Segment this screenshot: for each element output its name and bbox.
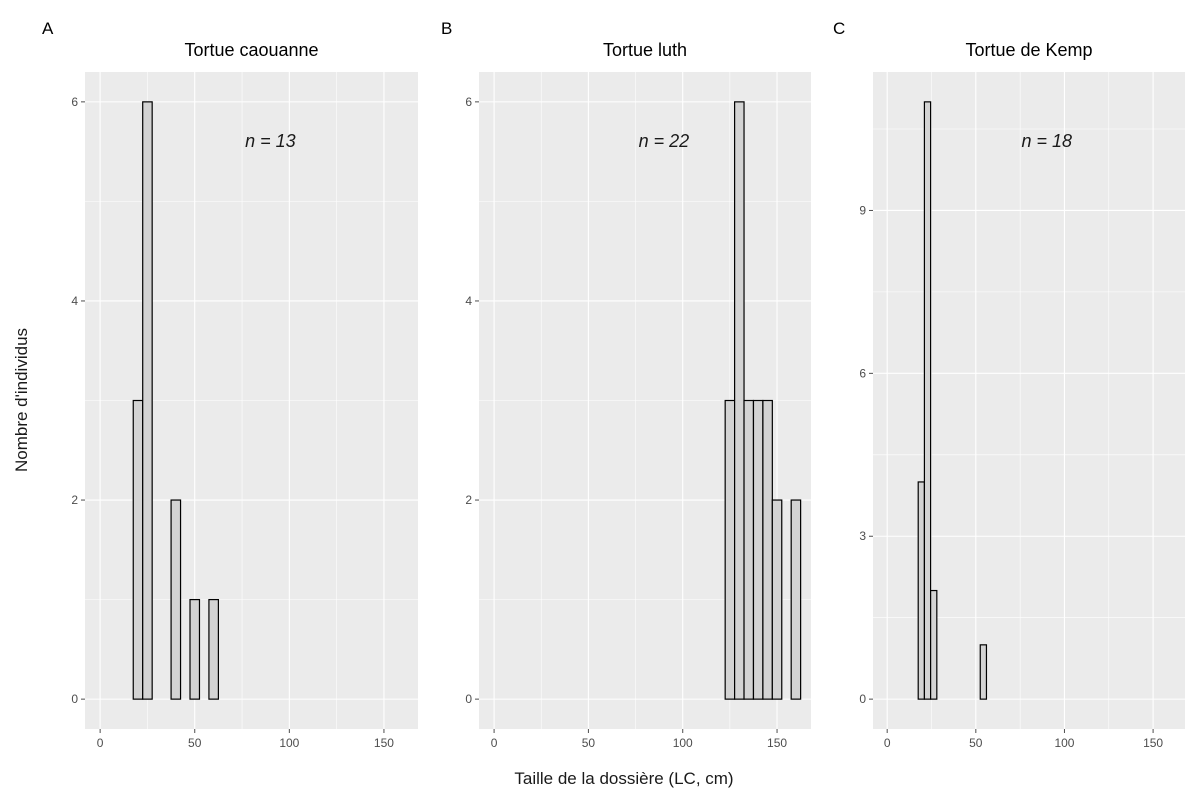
histogram-bar xyxy=(724,399,736,700)
x-axis-title: Taille de la dossière (LC, cm) xyxy=(514,769,733,788)
y-tick-label: 4 xyxy=(465,294,472,308)
y-tick-label: 4 xyxy=(71,294,78,308)
panel-tag: A xyxy=(42,19,54,38)
sample-size-annotation: n = 22 xyxy=(639,131,690,151)
panel-tag: C xyxy=(833,19,845,38)
panel-a: 0 50 100 150 0 2 4 6 A Tortue caouanne n = 13 xyxy=(42,19,418,750)
histogram-bar xyxy=(923,101,932,700)
histogram-bar xyxy=(790,499,802,700)
y-tick-label: 6 xyxy=(71,95,78,109)
panel-tag: B xyxy=(441,19,452,38)
x-tick-label: 50 xyxy=(582,736,596,750)
x-tick-label: 150 xyxy=(1143,736,1163,750)
y-axis-title: Nombre d'individus xyxy=(12,328,31,472)
histogram-bar xyxy=(734,101,745,700)
y-tick-label: 2 xyxy=(71,493,78,507)
x-tick-label: 50 xyxy=(969,736,983,750)
histogram-bar xyxy=(930,589,938,700)
y-tick-label: 2 xyxy=(465,493,472,507)
y-tick-label: 9 xyxy=(859,203,866,217)
x-tick-label: 0 xyxy=(97,736,104,750)
panel-b: 0 50 100 150 0 2 4 6 B Tortue luth n = 22 xyxy=(441,19,811,750)
y-tick-label: 6 xyxy=(465,95,472,109)
histogram-bar xyxy=(170,499,182,700)
histogram-bar xyxy=(979,644,988,700)
x-tick-label: 0 xyxy=(884,736,891,750)
histogram-bar xyxy=(208,598,219,700)
y-tick-label: 0 xyxy=(859,692,866,706)
x-tick-label: 100 xyxy=(1054,736,1074,750)
histogram-bar xyxy=(142,101,153,700)
y-tick-label: 3 xyxy=(859,529,866,543)
histogram-bar xyxy=(189,598,201,700)
panel-c: 0 50 100 150 0 3 6 9 C Tortue de Kemp n = 18 xyxy=(833,19,1185,750)
histogram-bar xyxy=(917,481,926,700)
histogram-bar xyxy=(752,399,764,700)
histogram-bar xyxy=(762,399,773,700)
x-tick-label: 50 xyxy=(188,736,202,750)
sample-size-annotation: n = 18 xyxy=(1021,131,1072,151)
panel-title: Tortue caouanne xyxy=(184,40,318,60)
x-tick-label: 100 xyxy=(279,736,299,750)
y-tick-label: 0 xyxy=(465,692,472,706)
panel-title: Tortue luth xyxy=(603,40,687,60)
y-tick-label: 6 xyxy=(859,366,866,380)
histogram-bar xyxy=(743,399,755,700)
x-tick-label: 150 xyxy=(374,736,394,750)
panel-title: Tortue de Kemp xyxy=(965,40,1092,60)
histogram-bar xyxy=(771,499,783,700)
y-tick-label: 0 xyxy=(71,692,78,706)
x-tick-label: 100 xyxy=(673,736,693,750)
sample-size-annotation: n = 13 xyxy=(245,131,296,151)
x-tick-label: 150 xyxy=(767,736,787,750)
histogram-bar xyxy=(132,399,144,700)
x-tick-label: 0 xyxy=(491,736,498,750)
